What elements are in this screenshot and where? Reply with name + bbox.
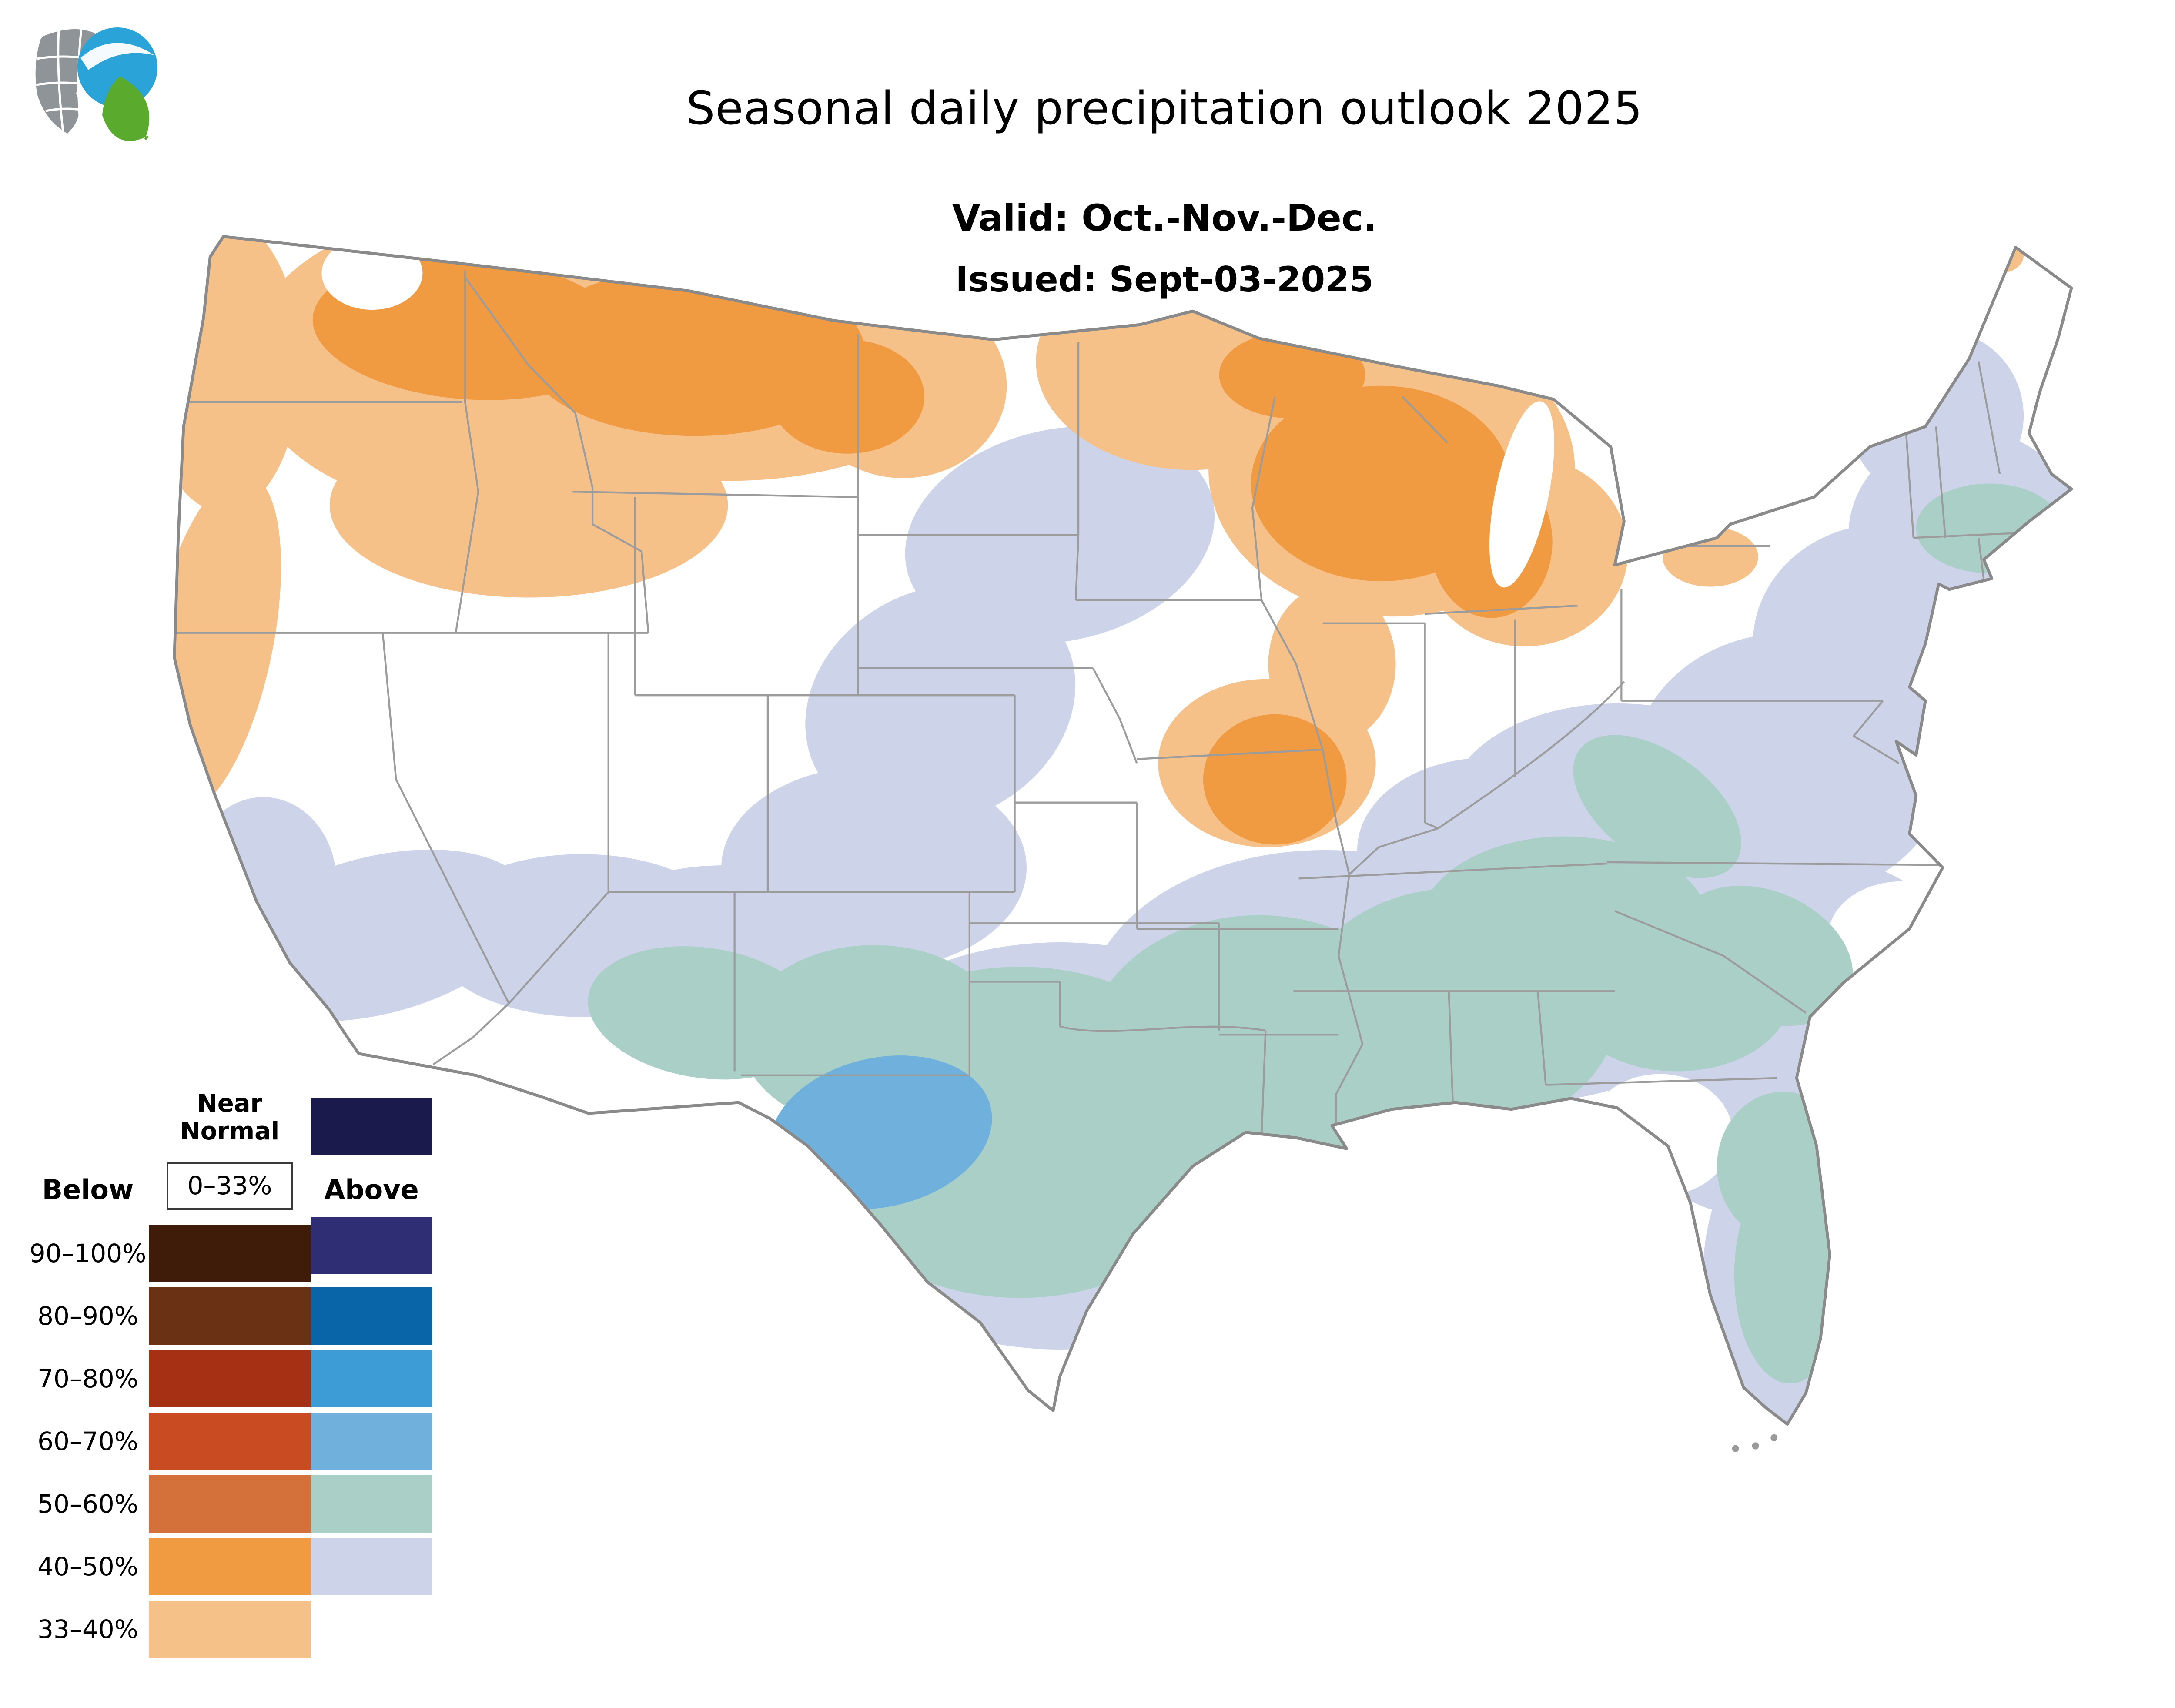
us-precipitation-outlook-map (173, 235, 2073, 1452)
range-label: 60–70% (37, 1426, 138, 1456)
below-swatch-33-40 (311, 1537, 432, 1595)
logo-leaf-stem (144, 135, 167, 152)
above-swatch-50-60 (149, 1475, 311, 1533)
above-column-header: Above (324, 1173, 419, 1206)
near-normal-line1: Near (197, 1089, 263, 1118)
range-label: 50–60% (37, 1489, 138, 1519)
below-swatch-70-80 (311, 1287, 432, 1345)
us-outline (173, 235, 2073, 1426)
below-normal-40-50-regions (588, 483, 2062, 1383)
logo-swoosh (80, 43, 154, 70)
valid-period-label: Valid: Oct.-Nov.-Dec. (952, 197, 1377, 239)
above-swatch-90-100 (149, 1224, 311, 1282)
state-boundaries (174, 270, 2032, 1135)
below-swatch-90-100 (311, 1098, 432, 1155)
range-label: 40–50% (37, 1551, 138, 1581)
range-label: 90–100% (29, 1238, 147, 1268)
range-label: 70–80% (37, 1363, 138, 1393)
range-label: 33–40% (37, 1614, 138, 1644)
lake-michigan (1489, 401, 1554, 588)
below-swatch-40-50 (311, 1475, 432, 1533)
issued-date-label: Issued: Sept-03-2025 (955, 259, 1374, 300)
below-swatch-60-70 (311, 1350, 432, 1407)
logo-leaf (102, 76, 150, 141)
below-swatch-50-60 (311, 1412, 432, 1470)
below-swatch-80-90 (311, 1216, 432, 1274)
above-swatch-80-90 (149, 1287, 311, 1345)
florida-keys (1732, 1434, 1778, 1452)
near-normal-range-box: 0–33% (166, 1162, 293, 1210)
range-label: 80–90% (37, 1301, 138, 1331)
page-title: Seasonal daily precipitation outlook 202… (686, 82, 1643, 135)
above-swatch-33-40 (149, 1600, 311, 1658)
agency-logo (35, 27, 167, 152)
near-normal-label: Near Normal (149, 1090, 311, 1145)
washington-near-normal-hole (321, 236, 423, 310)
legend: Near Normal Below 0–33% Above 90–100% 80… (27, 1090, 432, 1658)
above-swatch-70-80 (149, 1350, 311, 1407)
above-swatch-60-70 (149, 1412, 311, 1470)
above-swatch-40-50 (149, 1537, 311, 1595)
below-column-header: Below (42, 1173, 134, 1206)
near-normal-line2: Normal (180, 1117, 280, 1145)
near-normal-box-wrap: 0–33% (149, 1162, 311, 1212)
